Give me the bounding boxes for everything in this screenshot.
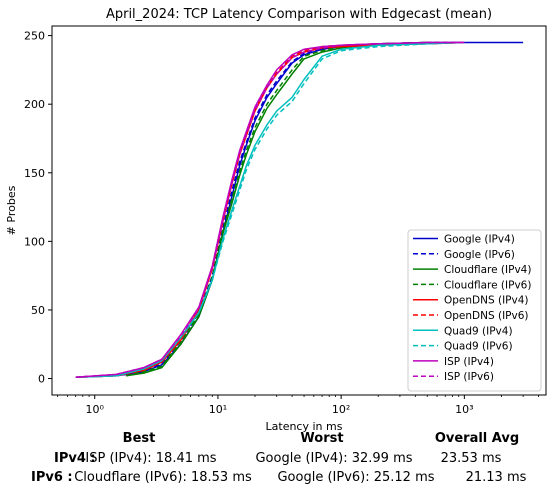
legend-label-7: Quad9 (IPv6) bbox=[444, 341, 513, 353]
y-tick-label-3: 150 bbox=[24, 167, 45, 180]
x-tick-label-2: 10² bbox=[332, 403, 350, 416]
series-line-5 bbox=[75, 41, 465, 378]
legend-label-0: Google (IPv4) bbox=[444, 234, 515, 246]
legend-label-2: Cloudflare (IPv4) bbox=[444, 264, 531, 276]
x-axis-label: Latency in ms bbox=[266, 420, 343, 433]
x-tick-label-0: 10⁰ bbox=[86, 403, 105, 416]
legend-label-8: ISP (IPv4) bbox=[444, 356, 494, 368]
x-tick-label-3: 10³ bbox=[455, 403, 473, 416]
legend-label-9: ISP (IPv6) bbox=[444, 371, 494, 383]
series-line-2 bbox=[126, 41, 428, 377]
x-tick-label-1: 10¹ bbox=[209, 403, 227, 416]
legend-label-4: OpenDNS (IPv4) bbox=[444, 295, 529, 307]
y-tick-label-4: 200 bbox=[24, 98, 45, 111]
chart-title: April_2024: TCP Latency Comparison with … bbox=[106, 7, 492, 22]
plot-frame bbox=[51, 25, 547, 396]
y-tick-label-2: 100 bbox=[24, 235, 45, 248]
legend-label-6: Quad9 (IPv4) bbox=[444, 325, 513, 337]
y-axis-label: # Probes bbox=[5, 185, 18, 235]
legend-label-1: Google (IPv6) bbox=[444, 249, 515, 261]
legend-label-5: OpenDNS (IPv6) bbox=[444, 310, 529, 322]
y-tick-label-0: 0 bbox=[38, 373, 45, 386]
legend-label-3: Cloudflare (IPv6) bbox=[444, 279, 531, 291]
legend-box bbox=[407, 229, 542, 392]
y-tick-label-1: 50 bbox=[31, 304, 45, 317]
y-tick-label-5: 250 bbox=[24, 30, 45, 43]
series-line-7 bbox=[75, 41, 465, 378]
series-line-3 bbox=[126, 41, 428, 377]
series-line-9 bbox=[75, 41, 465, 378]
